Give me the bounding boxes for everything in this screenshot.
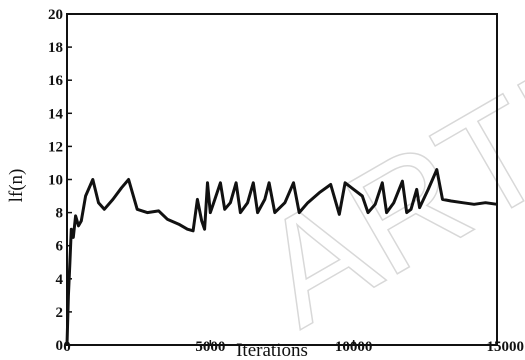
y-tick-label: 18 — [48, 40, 63, 56]
y-tick-label: 16 — [48, 73, 64, 89]
y-tick-label: 2 — [56, 305, 64, 321]
watermark: ARTI — [232, 43, 525, 358]
x-tick-label: 15000 — [487, 339, 525, 355]
x-axis-title: Iterations — [236, 340, 308, 360]
y-axis-title: lf(n) — [6, 169, 27, 203]
y-axis-ticks: 0 2 4 6 8 10 12 14 16 18 20 — [48, 7, 72, 354]
y-tick-label: 0 — [56, 338, 64, 354]
x-tick-label: 0 — [63, 339, 71, 355]
y-tick-label: 12 — [48, 139, 63, 155]
y-tick-label: 4 — [56, 272, 64, 288]
y-tick-label: 10 — [48, 173, 63, 189]
y-tick-label: 6 — [56, 239, 64, 255]
x-axis-ticks: 0 5000 10000 15000 — [63, 339, 524, 355]
x-tick-label: 5000 — [195, 339, 225, 355]
y-tick-label: 20 — [48, 7, 63, 23]
series-line — [65, 168, 498, 346]
x-tick-label: 10000 — [335, 339, 373, 355]
y-tick-label: 8 — [56, 206, 64, 222]
y-tick-label: 14 — [48, 106, 64, 122]
